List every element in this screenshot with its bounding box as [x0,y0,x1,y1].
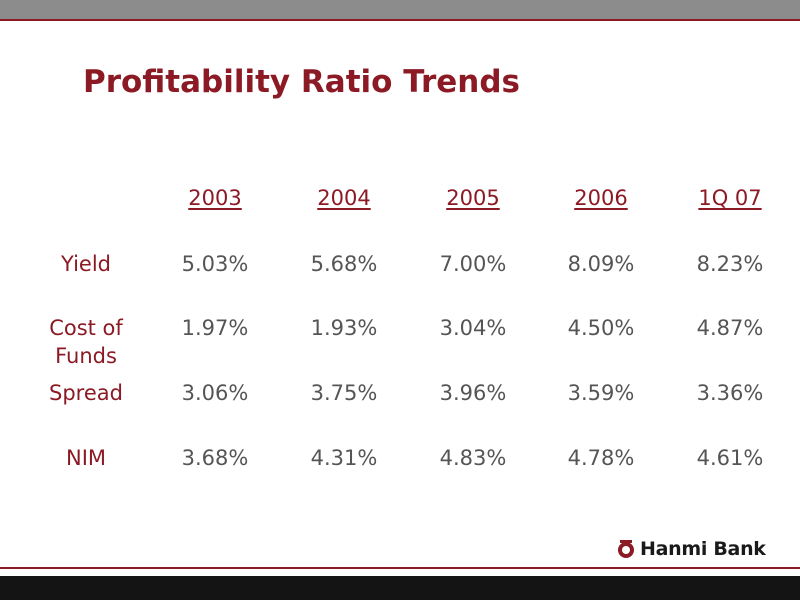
top-bar [0,0,800,19]
table-cell: 3.96% [439,381,507,405]
table-cell: 4.50% [567,316,635,340]
table-cell: 3.06% [181,381,249,405]
table-cell: 3.59% [567,381,635,405]
top-accent-line [0,19,800,21]
table-cell: 5.68% [310,252,378,276]
column-header-2006: 2006 [574,186,628,210]
table-cell: 5.03% [181,252,249,276]
table-cell: 3.75% [310,381,378,405]
row-label-spread: Spread [49,381,123,405]
hanmi-emblem-icon [618,540,634,558]
logo-text: Hanmi Bank [640,538,766,560]
table-cell: 3.04% [439,316,507,340]
table-cell: 1.97% [181,316,249,340]
table-cell: 4.61% [696,446,764,470]
table-cell: 3.68% [181,446,249,470]
table-cell: 1.93% [310,316,378,340]
table-cell: 4.87% [696,316,764,340]
row-label-yield: Yield [61,252,111,276]
table-cell: 4.31% [310,446,378,470]
table-cell: 8.23% [696,252,764,276]
column-header-2005: 2005 [446,186,500,210]
table-cell: 8.09% [567,252,635,276]
column-header-2003: 2003 [188,186,242,210]
row-label-cost-of-funds: Cost of Funds [49,316,123,368]
column-header-2004: 2004 [317,186,371,210]
bottom-bar [0,576,800,600]
hanmi-bank-logo: Hanmi Bank [616,538,766,560]
bottom-accent-line [0,567,800,569]
slide-title: Profitability Ratio Trends [83,64,520,100]
column-header-1q07: 1Q 07 [698,186,762,210]
row-label-nim: NIM [65,446,107,470]
table-cell: 4.78% [567,446,635,470]
table-cell: 4.83% [439,446,507,470]
table-cell: 3.36% [696,381,764,405]
table-cell: 7.00% [439,252,507,276]
